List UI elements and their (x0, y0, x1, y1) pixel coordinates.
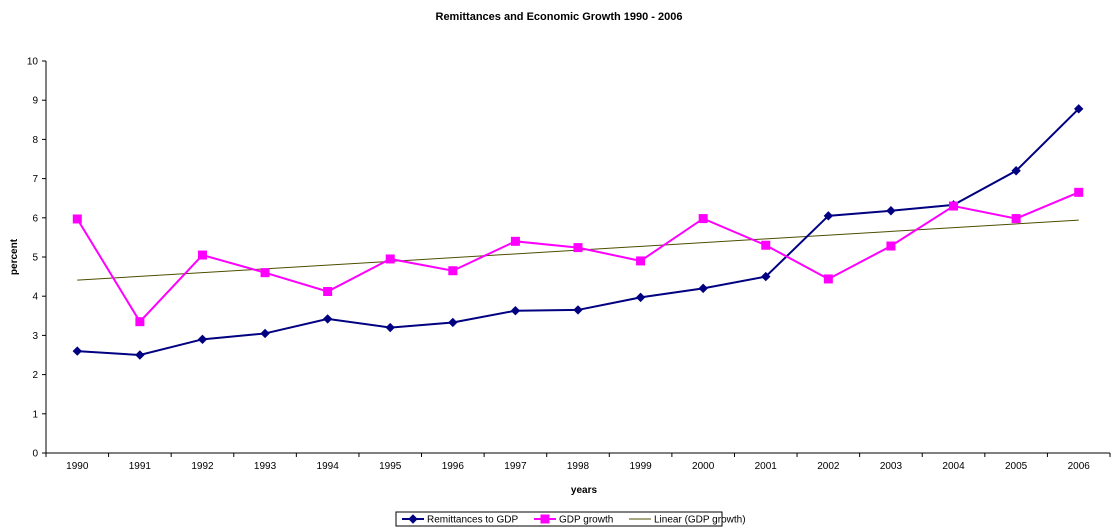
series-line (77, 108, 1080, 357)
x-tick-label: 2005 (1005, 461, 1028, 472)
data-point (573, 305, 583, 315)
y-tick-label: 2 (32, 370, 38, 381)
data-point (260, 328, 270, 339)
y-tick-label: 4 (32, 292, 38, 303)
data-point (135, 317, 145, 327)
x-tick-label: 1990 (66, 461, 89, 472)
legend-label: Remittances to GDP (427, 515, 518, 526)
legend-box (395, 511, 723, 527)
x-tick-label: 1991 (129, 461, 152, 472)
x-tick-label: 2004 (942, 461, 965, 472)
data-point (448, 317, 458, 328)
data-point (72, 346, 83, 356)
data-point (949, 201, 959, 211)
data-point (1011, 166, 1021, 176)
x-tick-label: 1993 (254, 461, 277, 472)
series-group (72, 104, 1084, 360)
data-point (823, 211, 834, 221)
legend-label: GDP growth (559, 515, 613, 526)
data-point (886, 206, 896, 216)
data-point (573, 243, 583, 253)
y-tick-label: 9 (32, 96, 38, 107)
x-tick-label: 2006 (1068, 461, 1091, 472)
data-point (761, 240, 771, 250)
x-tick-label: 1992 (191, 461, 214, 472)
data-point (761, 271, 771, 282)
x-tick-label: 2001 (755, 461, 778, 472)
x-tick-label: 1996 (442, 461, 465, 472)
legend-item: GDP growth (534, 514, 613, 526)
data-point (322, 314, 333, 324)
data-point (197, 334, 208, 345)
legend-swatch-marker (540, 514, 550, 524)
data-point (886, 241, 896, 251)
data-point (260, 268, 270, 278)
data-point (510, 236, 520, 246)
data-point (197, 250, 207, 260)
legend-item: Linear (GDP growth) (629, 515, 746, 526)
x-tick-label: 1998 (567, 461, 590, 472)
legend-item: Remittances to GDP (402, 514, 518, 526)
data-point (1074, 187, 1084, 197)
x-tick-label: 2002 (817, 461, 840, 472)
data-point (635, 292, 646, 303)
data-point (823, 274, 833, 284)
data-point (72, 214, 82, 224)
y-tick-label: 5 (32, 253, 38, 264)
y-tick-label: 10 (27, 57, 39, 68)
series-line (76, 191, 1080, 324)
axes: 0 1 2 3 4 5 6 7 8 9 10 1990 1991 1992 1993 1994 1995 1996… (27, 57, 1111, 472)
data-point (698, 214, 708, 224)
x-tick-label: 1997 (504, 461, 527, 472)
x-tick-label: 1994 (317, 461, 340, 472)
chart-title: Remittances and Economic Growth 1990 - 2… (436, 11, 683, 23)
y-tick-label: 0 (32, 449, 38, 460)
data-point (448, 266, 458, 276)
x-axis-title: years (571, 485, 598, 496)
data-point (1011, 214, 1021, 224)
y-tick-label: 8 (32, 135, 38, 146)
x-tick-label: 2003 (880, 461, 903, 472)
legend: Remittances to GDP GDP growth Linear (GDP … (395, 511, 746, 527)
series-remittances-to-gdp (72, 104, 1084, 360)
x-tick-label: 1999 (629, 461, 652, 472)
y-tick-label: 3 (32, 331, 38, 342)
data-point (1073, 104, 1084, 114)
data-point (510, 305, 521, 316)
y-tick-label: 6 (32, 213, 38, 224)
data-point (698, 283, 708, 294)
x-tick-label: 2000 (692, 461, 715, 472)
legend-label: Linear (GDP growth) (654, 515, 746, 526)
data-point (385, 254, 395, 264)
data-point (323, 286, 333, 296)
data-point (385, 322, 395, 333)
data-point (135, 350, 145, 360)
y-tick-label: 1 (32, 409, 38, 420)
x-tick-label: 1995 (379, 461, 402, 472)
y-tick-label: 7 (32, 174, 38, 185)
data-point (636, 256, 646, 266)
series-gdp-growth (72, 187, 1084, 327)
legend-swatch-marker (408, 514, 418, 524)
y-axis-title: percent (9, 238, 20, 275)
